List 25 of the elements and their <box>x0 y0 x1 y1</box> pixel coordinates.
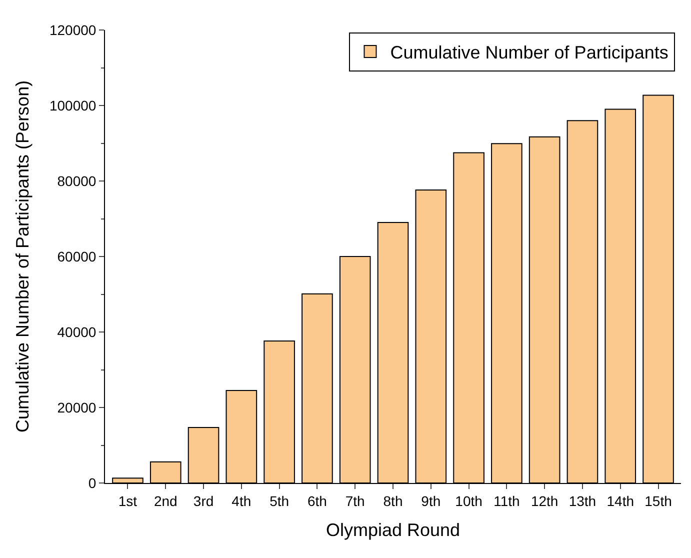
y-axis-title: Cumulative Number of Participants (Person) <box>12 80 33 433</box>
x-tick-label: 14th <box>606 492 634 509</box>
x-tick-label: 2nd <box>154 492 178 509</box>
y-tick-label: 20000 <box>57 399 96 416</box>
x-axis-title: Olympiad Round <box>326 520 460 540</box>
y-tick-label: 0 <box>88 474 96 491</box>
y-tick-label: 100000 <box>49 97 96 114</box>
x-tick-label: 1st <box>118 492 138 509</box>
x-tick-label: 3rd <box>193 492 214 509</box>
x-tick-label: 4th <box>232 492 252 509</box>
x-tick-label: 15th <box>644 492 672 509</box>
x-tick-label: 5th <box>270 492 290 509</box>
x-tick-label: 6th <box>307 492 327 509</box>
x-tick-label: 12th <box>530 492 558 509</box>
x-tick-label: 13th <box>568 492 596 509</box>
x-tick-label: 7th <box>345 492 365 509</box>
legend-label: Cumulative Number of Participants <box>390 42 668 62</box>
x-tick-label: 8th <box>383 492 403 509</box>
y-tick-label: 40000 <box>57 324 96 340</box>
x-tick-label: 10th <box>455 492 482 509</box>
y-tick-label: 60000 <box>57 248 96 264</box>
x-tick-label: 11th <box>494 492 520 509</box>
x-tick-label: 9th <box>421 492 441 509</box>
y-tick-label: 120000 <box>49 22 96 38</box>
y-tick-label: 80000 <box>57 172 96 189</box>
